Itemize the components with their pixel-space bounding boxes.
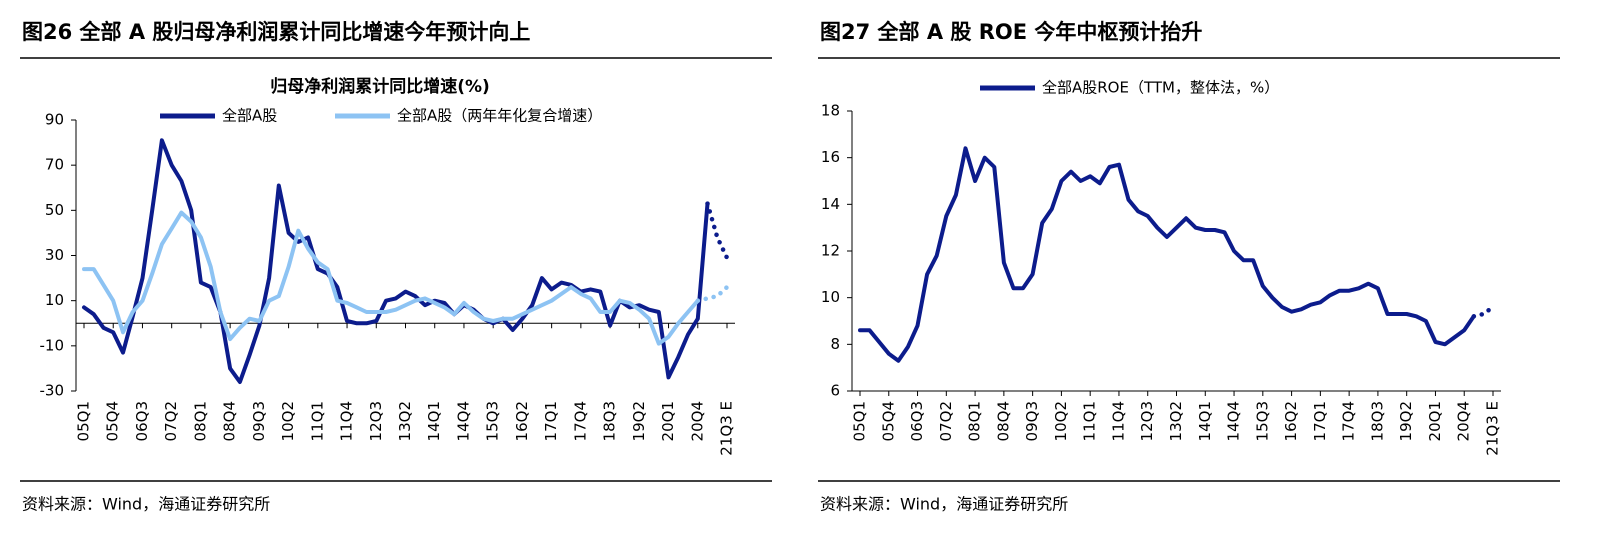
series-line xyxy=(858,146,1476,363)
x-tick-label: 13Q2 xyxy=(1167,401,1185,441)
figure-title: 图26 全部 A 股归母净利润累计同比增速今年预计向上 xyxy=(22,20,530,44)
y-tick-label: 50 xyxy=(45,201,64,219)
y-tick-label: 14 xyxy=(821,195,840,213)
y-tick-label: 8 xyxy=(830,335,840,353)
x-tick-label: 20Q4 xyxy=(688,401,706,441)
y-tick-label: 10 xyxy=(45,291,64,309)
source-note: 资料来源：Wind，海通证券研究所 xyxy=(22,495,270,514)
x-tick-label: 07Q2 xyxy=(162,401,180,441)
y-tick-label: 10 xyxy=(821,288,840,306)
x-tick-label: 11Q1 xyxy=(308,401,326,441)
x-tick-label: 15Q3 xyxy=(1253,401,1271,441)
series-line-forecast xyxy=(1471,304,1496,319)
x-tick-label: 17Q4 xyxy=(1340,401,1358,441)
x-tick-label: 08Q1 xyxy=(966,401,984,441)
x-tick-label: 21Q3 E xyxy=(1484,401,1502,456)
x-tick-label: 05Q1 xyxy=(75,401,93,441)
x-tick-label: 17Q4 xyxy=(571,401,589,441)
x-tick-label: 07Q2 xyxy=(937,401,955,441)
x-tick-label: 20Q4 xyxy=(1455,401,1473,441)
x-tick-label: 08Q1 xyxy=(191,401,209,441)
y-tick-label: 30 xyxy=(45,246,64,264)
x-tick-label: 16Q2 xyxy=(1282,401,1300,441)
x-tick-label: 16Q2 xyxy=(513,401,531,441)
series-line xyxy=(82,138,710,384)
y-tick-label: 18 xyxy=(821,102,840,120)
legend-label: 全部A股 xyxy=(222,107,277,125)
x-tick-label: 06Q3 xyxy=(133,401,151,441)
x-tick-label: 13Q2 xyxy=(396,401,414,441)
x-tick-label: 18Q3 xyxy=(601,401,619,441)
x-tick-label: 11Q4 xyxy=(338,401,356,441)
figure-title: 图27 全部 A 股 ROE 今年中枢预计抬升 xyxy=(820,20,1202,44)
x-tick-label: 10Q2 xyxy=(279,401,297,441)
y-tick-label: 16 xyxy=(821,148,840,166)
x-tick-label: 12Q3 xyxy=(1138,401,1156,441)
series-line-forecast xyxy=(705,201,730,261)
chart-title: 归母净利润累计同比增速(%) xyxy=(270,76,490,97)
x-tick-label: 20Q1 xyxy=(1426,401,1444,441)
y-tick-label: 6 xyxy=(830,382,840,400)
x-tick-label: 19Q2 xyxy=(630,401,648,441)
x-tick-label: 12Q3 xyxy=(367,401,385,441)
x-tick-label: 21Q3 E xyxy=(718,401,736,456)
x-tick-label: 08Q4 xyxy=(994,401,1012,441)
y-tick-label: 90 xyxy=(45,111,64,129)
x-tick-label: 06Q3 xyxy=(908,401,926,441)
series-line xyxy=(82,210,700,346)
x-tick-label: 14Q4 xyxy=(454,401,472,441)
x-tick-label: 17Q1 xyxy=(542,401,560,441)
legend-label: 全部A股ROE（TTM，整体法，%） xyxy=(1042,79,1279,97)
x-tick-label: 05Q1 xyxy=(851,401,869,441)
x-tick-label: 11Q1 xyxy=(1081,401,1099,441)
y-tick-label: 12 xyxy=(821,242,840,260)
x-tick-label: 09Q3 xyxy=(1023,401,1041,441)
series-line-forecast xyxy=(695,284,730,303)
source-note: 资料来源：Wind，海通证券研究所 xyxy=(820,495,1068,514)
x-tick-label: 05Q4 xyxy=(879,401,897,441)
x-tick-label: 14Q1 xyxy=(425,401,443,441)
x-tick-label: 08Q4 xyxy=(221,401,239,441)
x-tick-label: 19Q2 xyxy=(1397,401,1415,441)
x-tick-label: 05Q4 xyxy=(104,401,122,441)
x-tick-label: 09Q3 xyxy=(250,401,268,441)
x-tick-label: 14Q1 xyxy=(1196,401,1214,441)
y-tick-label: -30 xyxy=(40,382,65,400)
legend-label: 全部A股（两年年化复合增速） xyxy=(397,107,602,125)
x-tick-label: 10Q2 xyxy=(1052,401,1070,441)
x-tick-label: 17Q1 xyxy=(1311,401,1329,441)
y-tick-label: -10 xyxy=(40,336,65,354)
x-tick-label: 11Q4 xyxy=(1109,401,1127,441)
x-tick-label: 20Q1 xyxy=(659,401,677,441)
x-tick-label: 18Q3 xyxy=(1368,401,1386,441)
x-tick-label: 15Q3 xyxy=(484,401,502,441)
x-tick-label: 14Q4 xyxy=(1225,401,1243,441)
y-tick-label: 70 xyxy=(45,156,64,174)
